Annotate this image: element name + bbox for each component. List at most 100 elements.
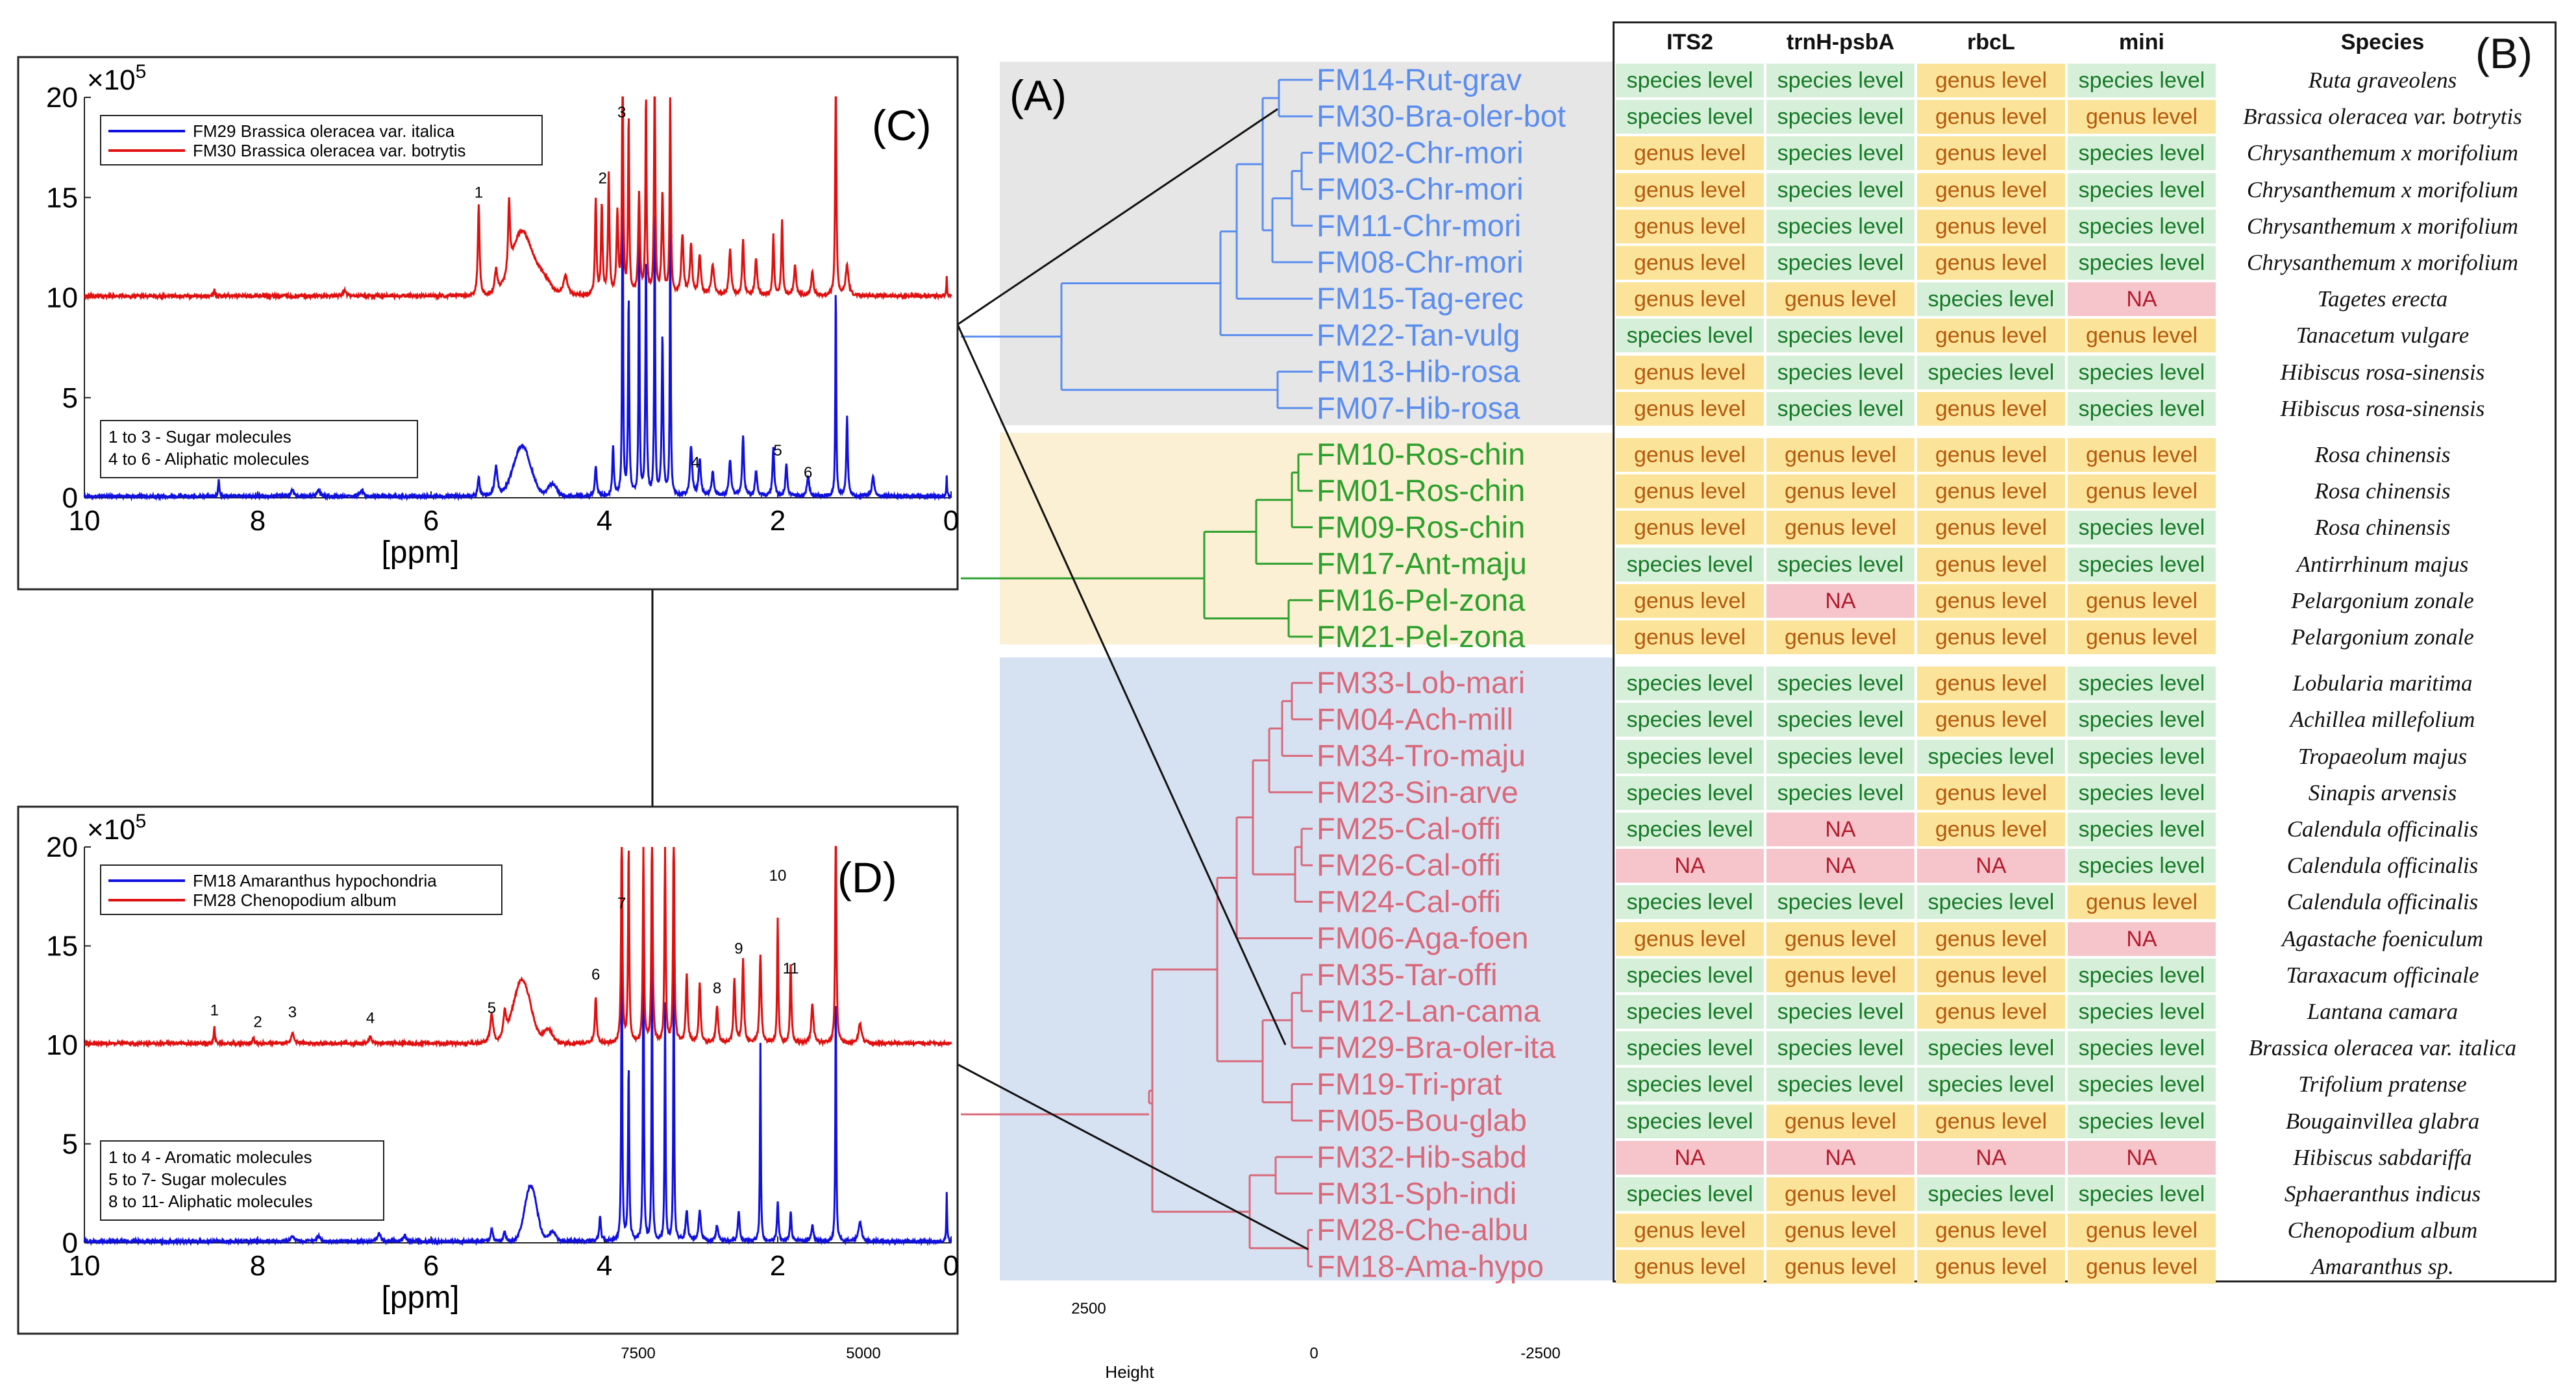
legend-entry: FM29 Brassica oleracea var. italica [193, 121, 455, 141]
connector-c-to-29 [956, 324, 1287, 1046]
x-tick-label: 6 [423, 1250, 439, 1282]
resolution-cell: NA [1616, 1140, 1764, 1175]
resolution-cell: species level [1766, 1031, 1914, 1066]
panel-label-c: (C) [872, 101, 932, 149]
resolution-cell: species level [2068, 849, 2216, 883]
resolution-cell: genus level [2068, 620, 2216, 654]
dendrogram-leaf-label: FM12-Lan-cama [1317, 994, 1541, 1028]
resolution-cell: genus level [1616, 474, 1764, 509]
resolution-cell: NA [1917, 849, 2065, 883]
resolution-cell: genus level [1766, 438, 1914, 472]
species-cell: Chrysanthemum x morifolium [2246, 177, 2519, 202]
resolution-cell: genus level [2068, 100, 2216, 134]
resolution-cell: species level [2068, 1104, 2216, 1138]
resolution-cell: genus level [1766, 620, 1914, 654]
species-cell: Hibiscus rosa-sinensis [2280, 359, 2485, 385]
peak-label: 1 [210, 1001, 219, 1019]
table-row: genus level genus level species level NA Tag… [1615, 282, 2555, 317]
y-tick-label: 15 [46, 931, 78, 962]
dendrogram-leaf-label: FM22-Tan-vulg [1317, 317, 1520, 352]
resolution-cell: genus level [1616, 246, 1764, 280]
table-header: ITS2 trnH-psbA rbcL mini Species [1615, 23, 2555, 61]
resolution-cell: species level [2068, 1177, 2216, 1211]
cluster-bg-blue [1000, 657, 1613, 1280]
dendrogram-leaf-label: FM16-Pel-zona [1317, 583, 1526, 617]
table-row: genus level genus level genus level genus l… [1615, 474, 2555, 509]
resolution-cell: species level [1616, 1177, 1764, 1211]
resolution-cell: genus level [1917, 667, 2065, 701]
resolution-cell: species level [1766, 355, 1914, 389]
legend: FM29 Brassica oleracea var. italicaFM30 … [100, 115, 543, 165]
resolution-cell: species level [1616, 995, 1764, 1029]
resolution-cell: species level [1616, 958, 1764, 992]
resolution-cell: genus level [1616, 922, 1764, 956]
resolution-cell: genus level [2068, 583, 2216, 618]
dendro-tick: -2500 [1520, 1345, 1560, 1362]
resolution-cell: genus level [1766, 511, 1914, 545]
resolution-cell: genus level [1616, 583, 1764, 618]
table-row: species level species level genus level gen… [1615, 100, 2555, 134]
species-cell: Taraxacum officinale [2286, 962, 2479, 988]
resolution-cell: NA [2068, 922, 2216, 956]
resolution-cell: species level [1616, 667, 1764, 701]
resolution-cell: species level [1766, 246, 1914, 280]
species-cell: Bougainvillea glabra [2285, 1108, 2480, 1134]
resolution-cell: species level [1766, 1068, 1914, 1102]
y-tick-label: 5 [62, 382, 78, 414]
y-tick-label: 20 [46, 82, 78, 114]
resolution-cell: species level [2068, 1031, 2216, 1066]
resolution-cell: genus level [1917, 100, 2065, 134]
species-cell: Calendula officinalis [2286, 889, 2479, 915]
table-row: genus level species level genus level speci… [1615, 136, 2555, 171]
peak-label: 6 [804, 464, 812, 482]
x-tick-label: 0 [943, 505, 959, 537]
species-cell: Calendula officinalis [2286, 816, 2479, 842]
resolution-cell: genus level [1616, 620, 1764, 654]
dendrogram-leaf-label: FM19-Tri-prat [1317, 1066, 1502, 1101]
table-row: species level species level genus level spe… [1615, 995, 2555, 1029]
barcode-table: ITS2 trnH-psbA rbcL mini Species species lev… [1613, 21, 2557, 1284]
spectrum-line [83, 883, 952, 1247]
species-cell: Chrysanthemum x morifolium [2246, 213, 2519, 239]
resolution-cell: species level [1616, 885, 1764, 920]
resolution-cell: species level [1917, 885, 2065, 920]
dendrogram-leaf-label: FM04-Ach-mill [1317, 702, 1513, 736]
resolution-cell: genus level [1917, 173, 2065, 207]
table-row: genus level genus level genus level species… [1615, 511, 2555, 545]
resolution-cell: NA [1616, 849, 1764, 883]
resolution-cell: genus level [1917, 703, 2065, 737]
resolution-cell: genus level [1616, 511, 1764, 545]
resolution-cell: species level [2068, 547, 2216, 582]
resolution-cell: species level [1766, 703, 1914, 737]
peak-label: 7 [617, 895, 626, 912]
resolution-cell: species level [2068, 173, 2216, 207]
dendrogram-leaf-label: FM30-Bra-oler-bot [1317, 99, 1566, 133]
dendro-tick: 0 [1309, 1345, 1318, 1362]
resolution-cell: genus level [1616, 173, 1764, 207]
resolution-cell: species level [1766, 667, 1914, 701]
dendrogram-leaf-label: FM18-Ama-hypo [1317, 1249, 1544, 1283]
resolution-cell: species level [1766, 173, 1914, 207]
resolution-cell: species level [2068, 703, 2216, 737]
table-row: species level genus level genus level speci… [1615, 1104, 2555, 1138]
resolution-cell: species level [2068, 958, 2216, 992]
resolution-cell: genus level [1766, 1214, 1914, 1248]
table-header-cell: ITS2 [1666, 30, 1713, 55]
resolution-cell: genus level [2068, 1214, 2216, 1248]
x-tick-label: 8 [250, 505, 266, 537]
table-row: genus level genus level genus level genus l… [1615, 620, 2555, 654]
resolution-cell: species level [1766, 885, 1914, 920]
resolution-cell: genus level [2068, 438, 2216, 472]
dendrogram-leaf-label: FM24-Cal-offi [1317, 884, 1501, 918]
x-tick-label: 10 [69, 505, 101, 537]
dendrogram-leaf-label: FM07-Hib-rosa [1317, 391, 1520, 425]
species-cell: Rosa chinensis [2314, 478, 2451, 504]
dendrogram-axis: 7500 5000 2500 0 -2500 Height [621, 1300, 1560, 1382]
peak-label: 10 [769, 867, 787, 885]
table-row: species level species level genus level spe… [1615, 547, 2555, 582]
table-row: genus level genus level genus level genus l… [1615, 1250, 2555, 1284]
dendrogram-leaf-label: FM34-Tro-maju [1317, 739, 1526, 773]
resolution-cell: species level [1616, 776, 1764, 810]
y-tick-label: 20 [46, 831, 78, 863]
